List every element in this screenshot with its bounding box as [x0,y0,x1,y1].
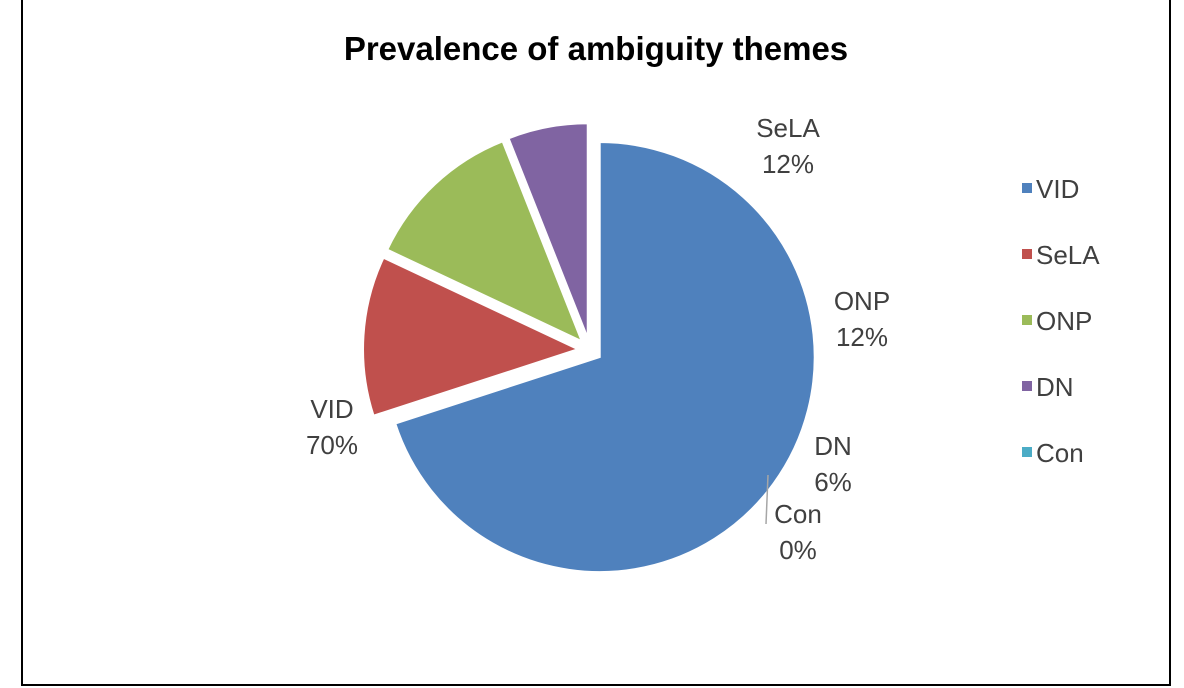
data-label-sela: SeLA 12% [756,113,820,179]
legend-swatch-vid [1022,183,1032,193]
chart-frame [21,0,1171,686]
legend-label-con: Con [1036,438,1084,468]
data-label-dn: DN 6% [814,431,852,497]
leader-line-con [765,474,769,525]
legend-swatch-dn [1022,381,1032,391]
chart-title: Prevalence of ambiguity themes [343,30,849,67]
legend-label-dn: DN [1036,372,1074,402]
legend-label-sela: SeLA [1036,240,1100,270]
pie-slice-dn [507,122,589,339]
legend-label-onp: ONP [1036,306,1092,336]
data-label-con: Con 0% [774,499,822,565]
pie-slice-onp [385,140,584,344]
legend-swatch-onp [1022,315,1032,325]
data-label-vid: VID 70% [306,394,358,460]
legend-swatch-sela [1022,249,1032,259]
data-label-onp: ONP 12% [834,286,890,352]
legend-swatch-con [1022,447,1032,457]
legend-label-vid: VID [1036,174,1079,204]
pie-slice-sela [362,256,581,417]
pie-slice-vid [393,141,816,574]
